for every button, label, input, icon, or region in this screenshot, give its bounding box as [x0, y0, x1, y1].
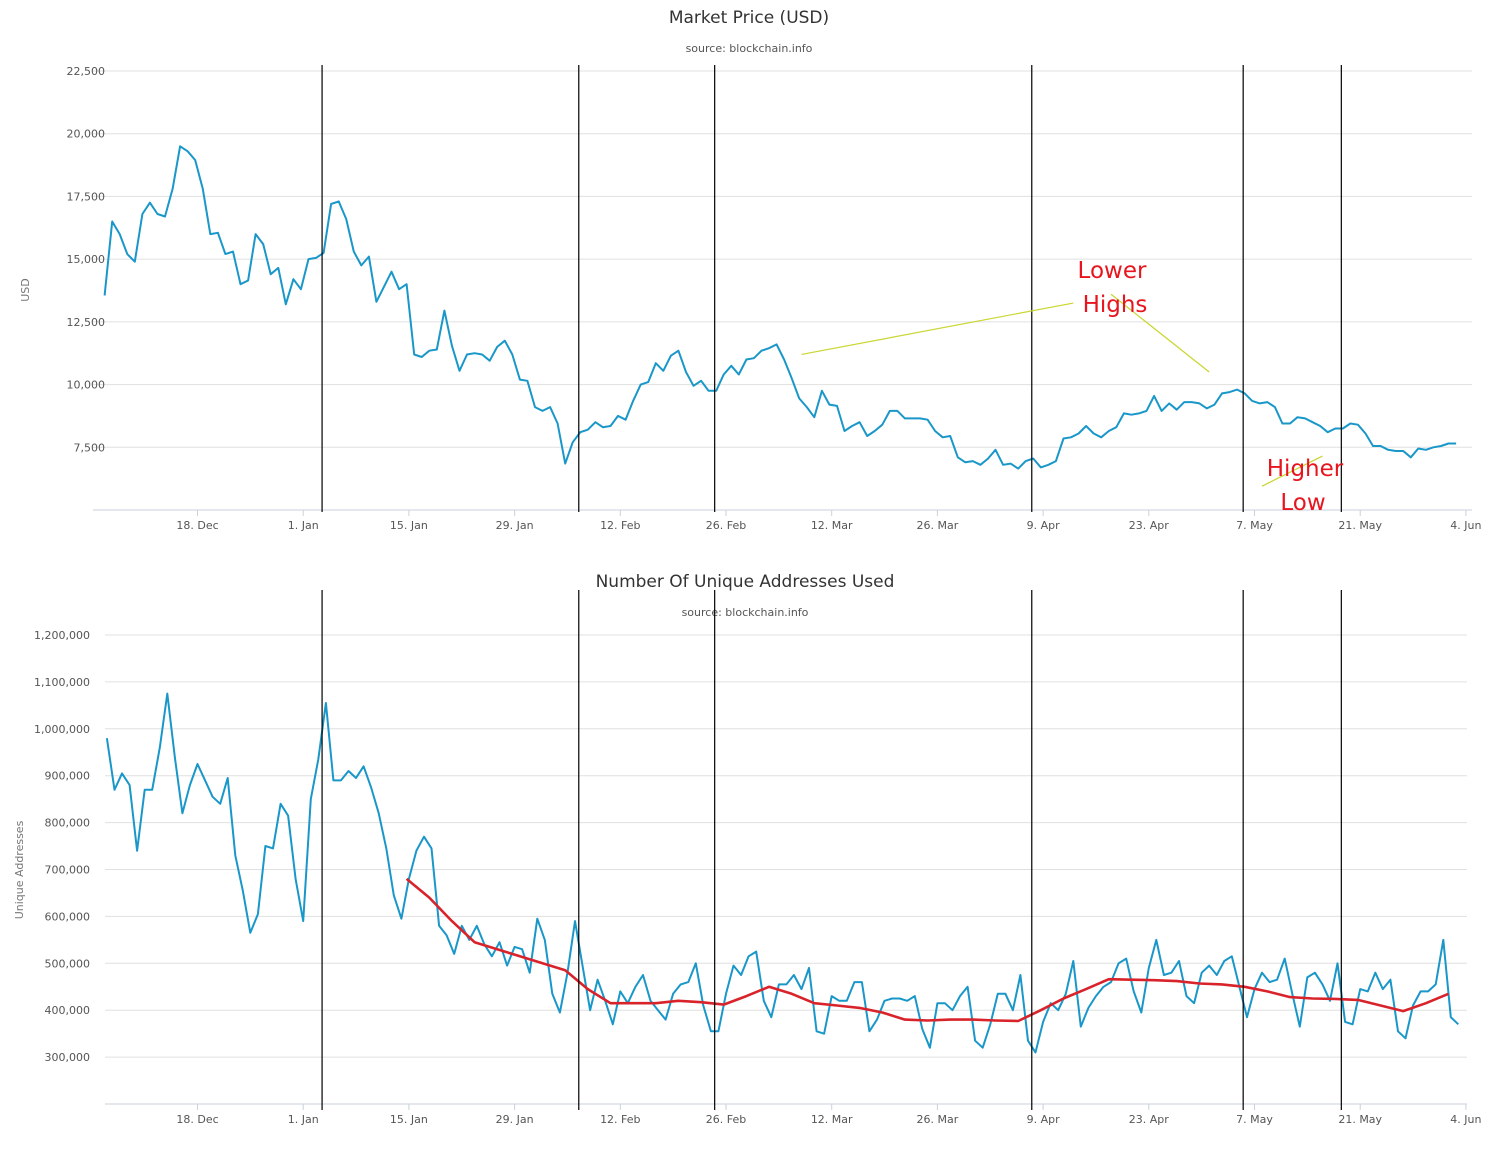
x-tick-label: 12. Mar — [811, 519, 853, 532]
y-tick-label: 10,000 — [67, 379, 106, 392]
x-tick-label: 15. Jan — [390, 519, 428, 532]
annotation-pointer-line — [801, 302, 1074, 356]
x-tick-label: 4. Jun — [1450, 519, 1481, 532]
y-tick-label: 1,100,000 — [34, 676, 90, 689]
x-tick-label: 29. Jan — [496, 1113, 534, 1126]
x-tick-label: 26. Mar — [917, 519, 959, 532]
y-tick-label: 20,000 — [67, 128, 106, 141]
chart-title: Market Price (USD) — [669, 8, 829, 28]
x-tick-label: 9. Apr — [1027, 519, 1060, 532]
x-tick-label: 7. May — [1236, 519, 1273, 532]
x-tick-label: 26. Feb — [706, 1113, 746, 1126]
y-axis-title: USD — [19, 278, 32, 302]
y-tick-label: 700,000 — [45, 864, 91, 877]
vertical-markers — [321, 590, 1342, 1110]
y-tick-label: 7,500 — [74, 441, 106, 454]
annotation-lower-highs-line1: Lower — [1078, 258, 1147, 284]
trend-line — [405, 877, 1449, 1023]
y-axis-ticks: 7,500 10,000 12,500 15,000 17,500 20,000 22,50… — [67, 65, 106, 454]
x-tick-label: 1. Jan — [288, 519, 319, 532]
y-tick-label: 22,500 — [67, 65, 106, 78]
market-price-chart: Market Price (USD) source: blockchain.in… — [19, 8, 1482, 532]
series-line — [105, 692, 1459, 1054]
y-tick-label: 600,000 — [45, 910, 91, 923]
x-tick-label: 7. May — [1236, 1113, 1273, 1126]
x-tick-label: 12. Feb — [600, 1113, 640, 1126]
chart-subtitle: source: blockchain.info — [686, 42, 813, 55]
series-layer — [105, 692, 1459, 1054]
y-tick-label: 15,000 — [67, 253, 106, 266]
x-tick-label: 4. Jun — [1450, 1113, 1481, 1126]
x-tick-label: 12. Feb — [600, 519, 640, 532]
annotation-lines — [801, 293, 1323, 487]
chart-subtitle: source: blockchain.info — [682, 606, 809, 619]
x-tick-label: 26. Mar — [917, 1113, 959, 1126]
y-tick-label: 900,000 — [45, 770, 91, 783]
x-axis-ticks: 18. Dec 1. Jan 15. Jan 29. Jan 12. Feb 26. Fe… — [176, 1104, 1482, 1126]
annotation-lower-highs-line2: Highs — [1083, 292, 1148, 318]
annotation-higher-low-line1: Higher — [1267, 456, 1344, 482]
x-tick-label: 9. Apr — [1027, 1113, 1060, 1126]
series-layer — [103, 145, 1457, 470]
chart-title: Number Of Unique Addresses Used — [596, 572, 895, 592]
x-tick-label: 21. May — [1338, 519, 1382, 532]
y-tick-label: 800,000 — [45, 817, 91, 830]
y-tick-label: 1,000,000 — [34, 723, 90, 736]
x-tick-label: 1. Jan — [288, 1113, 319, 1126]
y-gridlines — [93, 70, 1472, 511]
y-gridlines — [105, 634, 1467, 1105]
annotation-pointer-line — [1110, 293, 1210, 373]
vertical-markers — [321, 65, 1342, 512]
x-axis-ticks: 18. Dec 1. Jan 15. Jan 29. Jan 12. Feb 26. Fe… — [176, 510, 1482, 532]
x-tick-label: 18. Dec — [176, 519, 218, 532]
x-tick-label: 21. May — [1338, 1113, 1382, 1126]
x-tick-label: 15. Jan — [390, 1113, 428, 1126]
y-tick-label: 17,500 — [67, 190, 106, 203]
x-tick-label: 23. Apr — [1129, 1113, 1169, 1126]
x-tick-label: 29. Jan — [496, 519, 534, 532]
y-tick-label: 500,000 — [45, 957, 91, 970]
series-line — [103, 145, 1457, 470]
annotation-higher-low-line2: Low — [1280, 490, 1325, 516]
y-tick-label: 12,500 — [67, 316, 106, 329]
y-axis-title: Unique Addresses — [13, 820, 26, 919]
x-tick-label: 18. Dec — [176, 1113, 218, 1126]
y-tick-label: 400,000 — [45, 1004, 91, 1017]
unique-addresses-chart: Number Of Unique Addresses Used source: … — [13, 572, 1482, 1126]
y-tick-label: 1,200,000 — [34, 629, 90, 642]
annotation-pointer-line — [1261, 455, 1323, 487]
x-tick-label: 23. Apr — [1129, 519, 1169, 532]
y-axis-ticks: 300,000 400,000 500,000 600,000 700,000 800,0… — [34, 629, 90, 1064]
x-tick-label: 12. Mar — [811, 1113, 853, 1126]
x-tick-label: 26. Feb — [706, 519, 746, 532]
y-tick-label: 300,000 — [45, 1051, 91, 1064]
